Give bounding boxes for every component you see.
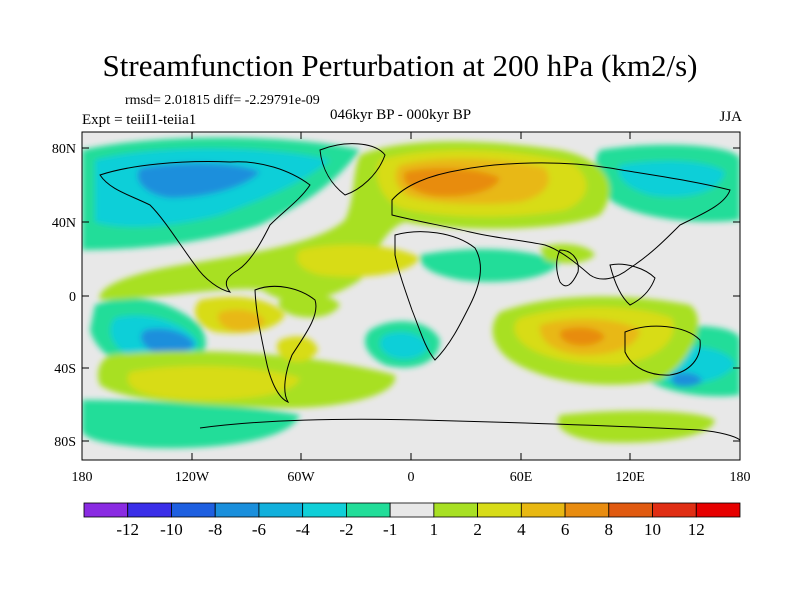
chart-title: Streamfunction Perturbation at 200 hPa (… xyxy=(102,48,698,83)
coastline-south-america xyxy=(254,285,317,404)
colorbar-swatch xyxy=(171,502,216,518)
lon-tick-label: 180 xyxy=(72,470,93,485)
contour-pos-band xyxy=(276,336,318,362)
colorbar-swatch xyxy=(695,502,741,518)
contour-neg-band xyxy=(618,160,725,197)
contour-pos-band xyxy=(127,366,300,401)
coastline-north-america xyxy=(99,161,311,293)
lat-tick-label: 40N xyxy=(52,216,76,231)
contour-neg-band xyxy=(82,400,300,449)
colorbar-swatch xyxy=(652,502,697,518)
contour-pos-band xyxy=(404,168,500,197)
colorbar-swatch xyxy=(83,502,129,518)
experiment-label: Expt = teiiI1-teiia1 xyxy=(82,112,197,128)
coastline-africa xyxy=(394,231,481,361)
longitude-axis: 180 120W 60W 0 60E 120E 180 xyxy=(72,132,751,485)
colorbar-swatch xyxy=(214,502,260,518)
coastline-southeast-asia xyxy=(609,263,656,306)
colorbar-swatch xyxy=(433,502,479,518)
colorbar-swatch xyxy=(127,502,172,518)
latitude-axis: 80N 40N 0 40S 80S xyxy=(52,142,740,450)
period-label: 046kyr BP - 000kyr BP xyxy=(330,107,472,123)
colorbar-swatch xyxy=(520,502,566,518)
lat-tick-label: 40S xyxy=(54,362,76,377)
colorbar-swatch xyxy=(389,502,435,518)
colorbar-swatch xyxy=(258,502,304,518)
colorbar-swatch xyxy=(608,502,653,518)
coastline-europe-asia xyxy=(391,162,731,280)
colorbar-label: 1 xyxy=(430,520,439,539)
colorbar-swatch xyxy=(345,502,391,518)
colorbar-swatch xyxy=(477,502,522,518)
lon-tick-label: 0 xyxy=(408,470,415,485)
colorbar-label: -12 xyxy=(116,520,139,539)
lon-tick-label: 120E xyxy=(615,470,645,485)
contour-field xyxy=(82,132,740,460)
contour-neg-band xyxy=(137,163,260,198)
lon-tick-label: 60E xyxy=(510,470,533,485)
colorbar-label: 2 xyxy=(473,520,482,539)
coastline-australia xyxy=(624,325,701,376)
colorbar-label: -1 xyxy=(383,520,397,539)
lon-tick-label: 180 xyxy=(730,470,751,485)
colorbar: -12 -10 -8 -6 -4 -2 -1 1 2 4 6 8 10 12 xyxy=(83,502,741,539)
contour-neg-band xyxy=(672,372,702,387)
lat-tick-label: 80N xyxy=(52,142,76,157)
colorbar-swatch xyxy=(564,502,610,518)
season-label: JJA xyxy=(719,109,742,125)
colorbar-label: -8 xyxy=(208,520,222,539)
lon-tick-label: 120W xyxy=(175,470,210,485)
contour-neg-band xyxy=(419,249,560,282)
colorbar-label: 4 xyxy=(517,520,526,539)
contour-pos-band xyxy=(278,293,340,318)
colorbar-label: 6 xyxy=(561,520,570,539)
contour-pos-band xyxy=(560,327,605,346)
contour-neg-band xyxy=(140,328,195,355)
colorbar-swatch xyxy=(302,502,347,518)
lon-tick-label: 60W xyxy=(287,470,315,485)
colorbar-label: -4 xyxy=(296,520,311,539)
colorbar-label: -6 xyxy=(252,520,266,539)
contour-pos-band xyxy=(218,309,265,332)
rmsd-diff-stats: rmsd= 2.01815 diff= -2.29791e-09 xyxy=(125,93,320,108)
coastline-antarctica xyxy=(199,418,740,441)
contour-neg-band xyxy=(380,332,428,360)
contour-pos-band xyxy=(296,244,420,277)
lat-tick-label: 0 xyxy=(69,290,76,305)
colorbar-label: 10 xyxy=(644,520,661,539)
colorbar-label: 8 xyxy=(605,520,614,539)
colorbar-label: 12 xyxy=(688,520,705,539)
colorbar-label: -10 xyxy=(160,520,183,539)
coastline-india xyxy=(556,249,579,287)
colorbar-label: -2 xyxy=(339,520,353,539)
coastline-greenland xyxy=(319,143,386,196)
coastlines xyxy=(99,143,740,441)
lat-tick-label: 80S xyxy=(54,435,76,450)
